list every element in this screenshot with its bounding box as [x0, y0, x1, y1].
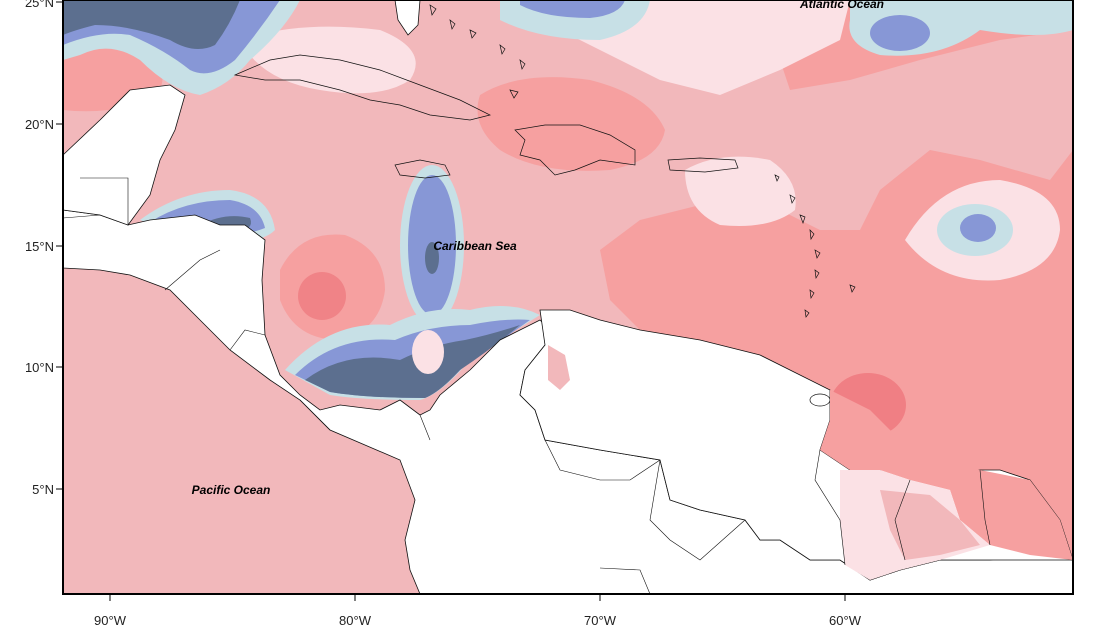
guajira-anomaly: [548, 345, 570, 390]
east-atlantic-blue: [960, 214, 996, 242]
y-axis-ticks: [56, 1, 63, 490]
atlantic-ne-blue: [870, 15, 930, 51]
bahamas-islands: [429, 4, 526, 99]
x-axis-ticks: [109, 594, 846, 601]
map-frame: [62, 0, 1074, 595]
y-tick-label-20n: 20°N: [25, 117, 54, 132]
sw-arc-dark: [305, 325, 520, 398]
atlantic-pink-region: [600, 0, 1073, 594]
y-tick-label-15n: 15°N: [25, 239, 54, 254]
caribbean-sea-label: Caribbean Sea: [433, 239, 517, 253]
sw-arc-pale-gap: [412, 330, 444, 374]
lesser-antilles: [774, 174, 856, 318]
hispaniola-outline: [514, 124, 636, 176]
guiana-coast-anomaly: [820, 390, 1073, 560]
puerto-rico-outline: [667, 157, 739, 173]
atlantic-blue-band: [520, 0, 625, 18]
north-atlantic-pink: [477, 77, 665, 171]
y-tick-label-10n: 10°N: [25, 360, 54, 375]
pacific-ocean-label: Pacific Ocean: [192, 483, 271, 497]
y-tick-label-5n: 5°N: [32, 482, 54, 497]
x-tick-label-70w: 70°W: [584, 613, 617, 628]
caribbean-center-dark: [425, 242, 439, 274]
anomaly-field: [63, 0, 1073, 594]
x-tick-label-60w: 60°W: [829, 613, 862, 628]
country-borders: [63, 177, 991, 594]
guiana-inland-light: [880, 490, 980, 560]
y-tick-label-25n: 25°N: [25, 0, 54, 10]
florida-land: [394, 0, 421, 36]
cuba-outline: [233, 54, 492, 121]
x-tick-label-80w: 80°W: [339, 613, 372, 628]
yucatan-land: [63, 84, 186, 226]
jamaica-outline: [394, 159, 451, 179]
trinidad-outline: [809, 393, 831, 407]
gulf-deepest: [63, 0, 240, 49]
gulf-pale: [240, 26, 416, 94]
x-tick-label-90w: 90°W: [94, 613, 127, 628]
west-caribbean-red-core: [298, 272, 346, 320]
atlantic-ocean-label: Atlantic Ocean: [799, 0, 884, 11]
windward-pale-region: [685, 156, 796, 226]
